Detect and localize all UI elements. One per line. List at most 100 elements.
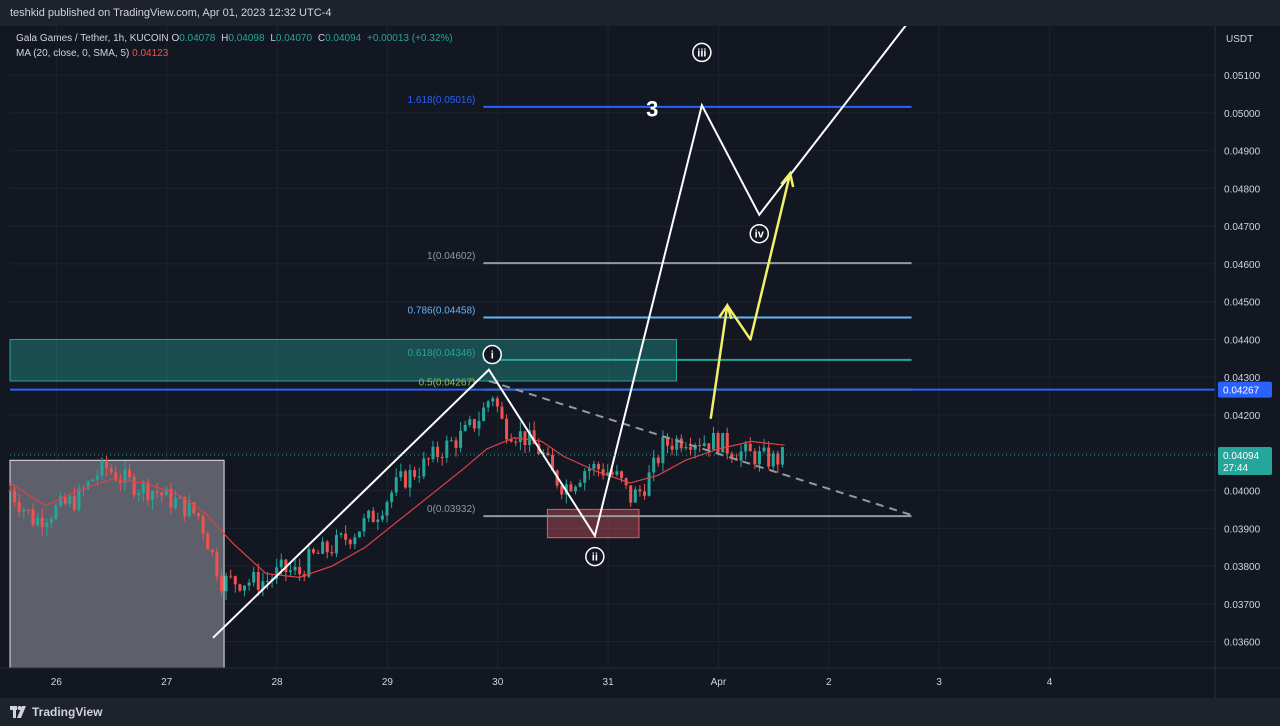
candle-body <box>242 585 246 591</box>
candle-body <box>698 445 702 447</box>
candle-body <box>587 468 591 472</box>
candle-body <box>13 490 17 503</box>
candle-body <box>725 433 729 454</box>
candle-body <box>339 533 343 536</box>
price-tick-14: 0.05000 <box>1224 109 1261 120</box>
high-label: H <box>221 33 229 44</box>
candle-body <box>486 401 490 408</box>
candle-body <box>472 419 476 429</box>
time-tick-8: 3 <box>936 677 942 688</box>
candle-body <box>514 441 518 443</box>
bar-countdown-label: 27:44 <box>1223 463 1248 474</box>
candle-body <box>210 549 214 553</box>
time-axis[interactable]: 26 27 28 29 30 31 Apr 2 3 4 <box>0 667 1280 688</box>
candle-body <box>477 420 481 429</box>
fib-label-2: 0.786(0.04458) <box>408 306 476 317</box>
candle-body <box>362 518 366 532</box>
candle-body <box>26 509 30 511</box>
candle-body <box>417 476 421 478</box>
candle-body <box>569 484 573 492</box>
candle-body <box>105 460 109 469</box>
candle-body <box>229 575 233 577</box>
candle-body <box>63 496 67 504</box>
candle-body <box>141 482 145 494</box>
price-tick-11: 0.04700 <box>1224 222 1261 233</box>
candle-body <box>31 509 35 526</box>
price-tick-10: 0.04600 <box>1224 260 1261 271</box>
tradingview-logo-icon <box>10 706 26 718</box>
candle-body <box>128 469 132 477</box>
candle-body <box>688 447 692 450</box>
candle-body <box>468 419 472 425</box>
candle-body <box>178 496 182 499</box>
fibonacci-levels: 1.618(0.05016) 1(0.04602) 0.786(0.04458) 0.… <box>10 95 1215 518</box>
candle-body <box>656 457 660 464</box>
candle-body <box>670 445 674 450</box>
candle-body <box>597 463 601 470</box>
price-axis[interactable]: USDT 0.03600 0.03700 0.03800 0.03900 0.04000 0… <box>10 26 1280 698</box>
candle-body <box>160 492 164 496</box>
candle-body <box>583 471 587 483</box>
history-overlay <box>9 459 225 669</box>
candle-body <box>118 480 122 483</box>
low-value: 0.04070 <box>275 33 313 44</box>
candle-body <box>495 398 499 407</box>
wave-circle-1 <box>585 546 605 567</box>
tradingview-brand[interactable]: TradingView <box>10 705 102 719</box>
candle-body <box>275 567 279 579</box>
candle-body <box>463 424 467 431</box>
candle-body <box>155 491 159 493</box>
publish-info: teshkid published on TradingView.com, Ap… <box>10 7 332 19</box>
price-chart[interactable]: 1.618(0.05016) 1(0.04602) 0.786(0.04458) 0.… <box>0 26 1280 698</box>
wave-label-1: ii <box>592 552 598 564</box>
candle-body <box>316 552 320 554</box>
time-tick-0: 26 <box>51 677 63 688</box>
open-label: O <box>171 33 180 44</box>
candle-body <box>224 575 228 592</box>
candle-body <box>601 469 605 476</box>
time-tick-6: Apr <box>711 677 727 688</box>
candle-body <box>376 519 380 523</box>
symbol-name: Gala Games / Tether, 1h, KUCOIN <box>16 33 169 44</box>
candle-body <box>702 443 706 446</box>
symbol-legend: Gala Games / Tether, 1h, KUCOIN O0.04078… <box>16 33 456 44</box>
candle-body <box>334 535 338 554</box>
candle-body <box>325 541 329 553</box>
candle-body <box>776 453 780 465</box>
candle-body <box>762 447 766 452</box>
hline-price-label: 0.04267 <box>1223 386 1260 397</box>
change-value: +0.00013 (+0.32%) <box>367 33 453 44</box>
price-tick-13: 0.04900 <box>1224 147 1261 158</box>
candle-body <box>615 471 619 475</box>
time-tick-7: 2 <box>826 677 832 688</box>
candle-body <box>174 498 178 508</box>
candle-body <box>220 576 224 592</box>
price-tick-7: 0.04300 <box>1224 373 1261 384</box>
candle-body <box>183 496 187 517</box>
candle-body <box>201 516 205 534</box>
candle-body <box>298 566 302 575</box>
candle-body <box>638 489 642 492</box>
price-tick-12: 0.04800 <box>1224 184 1261 195</box>
candle-body <box>532 430 536 445</box>
candle-body <box>137 493 141 496</box>
candle-body <box>661 436 665 464</box>
wave-circle-0 <box>482 344 502 365</box>
candle-body <box>523 431 527 445</box>
candle-body <box>311 549 315 553</box>
candle-body <box>100 460 104 476</box>
wave-label-2: iii <box>697 47 706 59</box>
candle-body <box>454 440 458 448</box>
candle-body <box>192 502 196 514</box>
candle-body <box>436 446 440 457</box>
candle-body <box>675 438 679 450</box>
footer: TradingView <box>0 698 1280 726</box>
candle-body <box>390 492 394 503</box>
candle-body <box>68 496 72 504</box>
time-tick-5: 31 <box>603 677 615 688</box>
candle-body <box>551 455 555 471</box>
candle-body <box>721 433 725 453</box>
candle-body <box>164 488 168 496</box>
candle-body <box>426 458 430 460</box>
candle-body <box>17 502 21 512</box>
